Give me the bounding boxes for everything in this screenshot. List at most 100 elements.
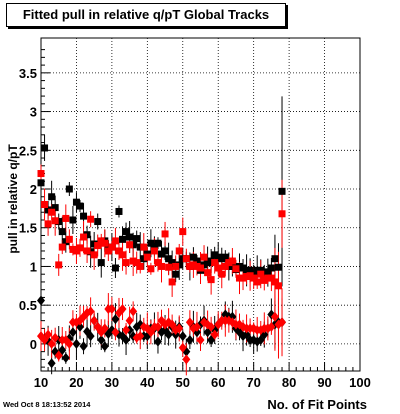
data-point-square — [274, 282, 282, 290]
data-point-diamond — [122, 335, 131, 346]
data-markers — [37, 144, 287, 369]
data-point-square — [186, 262, 194, 270]
data-point-square — [90, 251, 98, 259]
data-point-square — [267, 264, 275, 272]
data-point-diamond — [129, 306, 138, 317]
data-point-diamond — [207, 321, 216, 332]
timestamp: Wed Oct 8 18:13:52 2014 — [3, 400, 91, 409]
data-point-square — [193, 257, 201, 265]
y-tick-label: 2.5 — [19, 143, 37, 158]
data-point-diamond — [118, 304, 127, 315]
data-point-diamond — [86, 306, 95, 317]
data-point-square — [51, 204, 59, 212]
x-tick-labels: 10 20 30 40 50 60 70 80 90 100 — [34, 375, 371, 390]
data-point-square — [179, 228, 187, 236]
data-point-square — [211, 259, 219, 267]
data-point-square — [260, 268, 268, 276]
data-point-diamond — [72, 338, 81, 349]
data-point-square — [65, 235, 73, 243]
data-point-square — [126, 233, 134, 241]
data-point-square — [214, 253, 222, 261]
y-tick-label: 1 — [30, 259, 37, 274]
data-point-square — [221, 262, 229, 270]
data-point-square — [150, 247, 158, 255]
data-point-square — [136, 262, 144, 270]
data-point-diamond — [196, 335, 205, 346]
data-point-diamond — [178, 331, 187, 342]
data-point-square — [161, 230, 169, 238]
data-point-square — [44, 220, 52, 228]
data-point-diamond — [47, 358, 56, 369]
x-tick-label: 100 — [349, 375, 371, 390]
data-point-diamond — [107, 304, 116, 315]
data-point-square — [55, 218, 63, 226]
data-point-diamond — [97, 335, 106, 346]
data-point-square — [136, 243, 144, 251]
x-tick-label: 40 — [140, 375, 154, 390]
data-point-diamond — [125, 315, 134, 326]
data-point-square — [37, 179, 45, 187]
data-point-square — [207, 257, 215, 265]
data-point-square — [235, 274, 243, 282]
data-point-square — [154, 259, 162, 267]
data-point-square — [119, 235, 127, 243]
data-point-square — [147, 239, 155, 247]
data-point-square — [189, 261, 197, 269]
data-point-diamond — [54, 350, 63, 361]
data-point-square — [250, 269, 258, 277]
data-point-square — [267, 274, 275, 282]
data-point-square — [69, 216, 77, 224]
data-point-square — [239, 264, 247, 272]
y-tick-label: 3 — [30, 105, 37, 120]
data-point-square — [243, 273, 251, 281]
data-point-square — [41, 201, 49, 208]
x-tick-label: 90 — [317, 375, 331, 390]
data-point-square — [253, 278, 261, 286]
data-point-diamond — [90, 315, 99, 326]
data-point-diamond — [192, 321, 201, 332]
data-point-square — [87, 215, 95, 223]
data-point-square — [253, 266, 261, 274]
data-point-square — [168, 278, 176, 286]
data-point-square — [189, 253, 197, 261]
data-point-square — [147, 265, 155, 273]
data-point-square — [72, 247, 80, 255]
data-point-diamond — [122, 324, 131, 335]
data-point-square — [44, 206, 52, 214]
x-tick-label: 80 — [282, 375, 296, 390]
data-point-diamond — [178, 342, 187, 353]
data-point-square — [278, 210, 286, 218]
data-point-square — [133, 259, 141, 267]
chart-title: Fitted pull in relative q/pT Global Trac… — [22, 7, 270, 22]
data-point-square — [271, 278, 279, 286]
data-point-square — [111, 237, 119, 245]
data-point-square — [228, 257, 236, 265]
data-point-square — [55, 261, 63, 269]
data-point-square — [221, 253, 229, 261]
data-point-square — [115, 247, 123, 255]
data-point-square — [58, 243, 66, 251]
data-point-square — [239, 274, 247, 282]
data-point-square — [172, 262, 180, 270]
data-point-diamond — [270, 311, 279, 322]
data-point-square — [62, 214, 70, 222]
data-point-diamond — [37, 295, 45, 306]
data-point-square — [90, 240, 98, 248]
data-point-square — [87, 248, 95, 256]
data-point-square — [154, 239, 162, 247]
data-point-square — [108, 243, 116, 251]
y-tick-label: 2 — [30, 182, 37, 197]
data-point-diamond — [100, 341, 109, 352]
data-point-diamond — [182, 354, 191, 365]
data-point-diamond — [51, 332, 60, 343]
data-point-diamond — [65, 338, 74, 349]
data-point-square — [165, 255, 173, 263]
data-point-diamond — [100, 323, 109, 334]
data-point-square — [94, 218, 102, 226]
data-point-square — [228, 262, 236, 270]
data-point-square — [193, 262, 201, 270]
data-point-square — [97, 237, 105, 245]
data-point-square — [48, 208, 56, 216]
data-point-square — [200, 261, 208, 269]
data-point-square — [207, 276, 215, 284]
